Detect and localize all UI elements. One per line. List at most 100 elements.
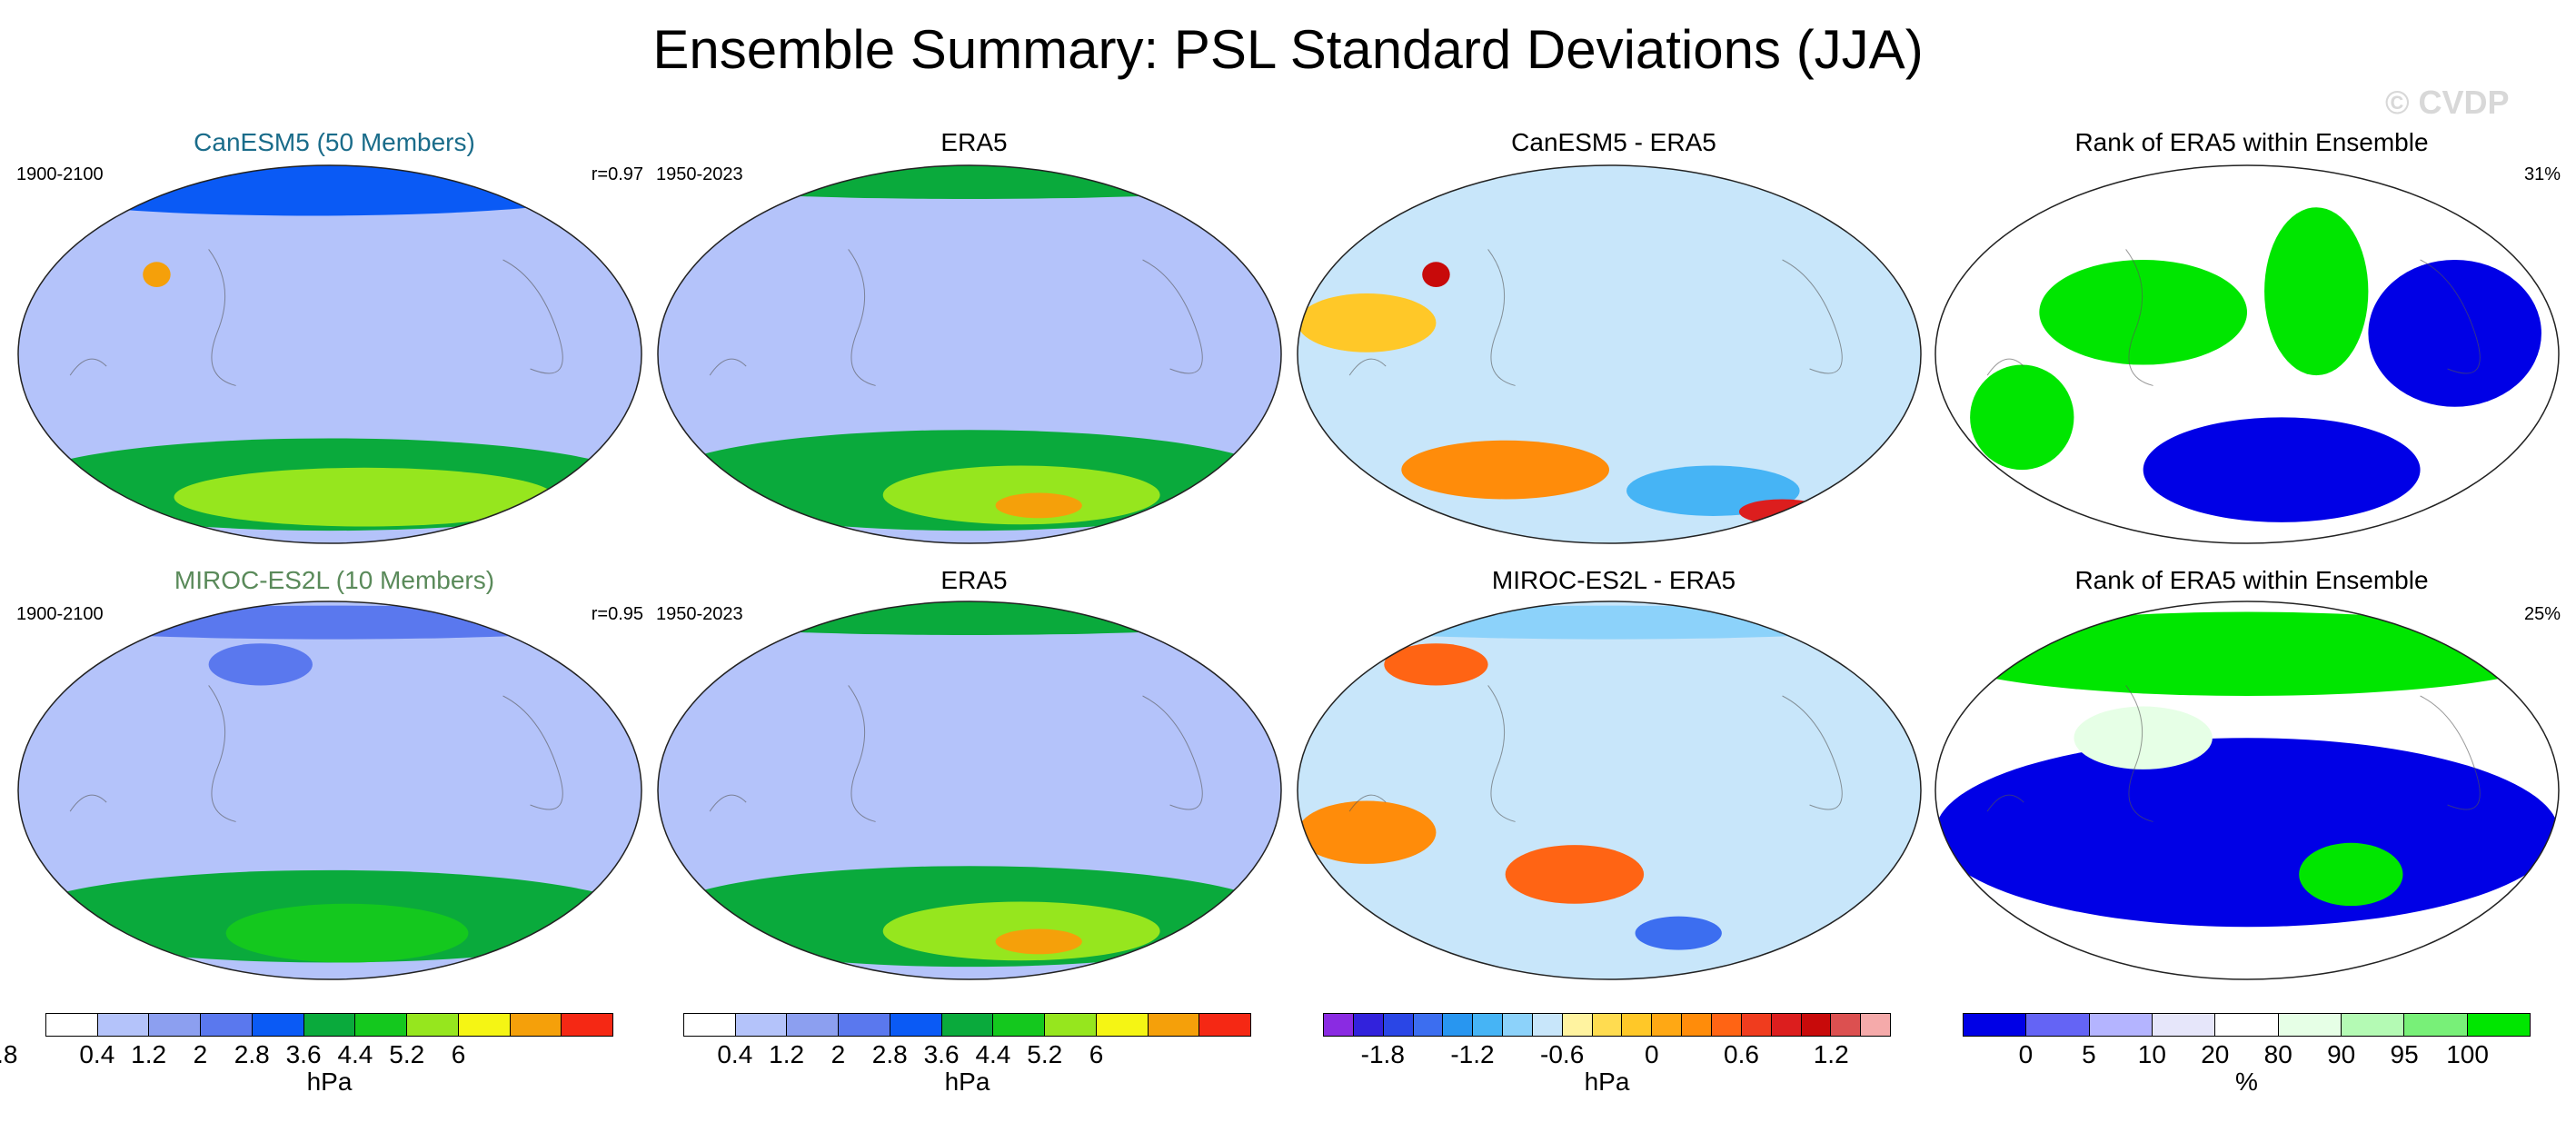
- colorbar-swatch: [1562, 1014, 1593, 1036]
- colorbar-swatch: [458, 1014, 511, 1036]
- pattern-correlation-label: r=0.97: [591, 164, 643, 184]
- field-contour: [2264, 207, 2369, 376]
- map-border: [657, 164, 1282, 544]
- colorbar-tick-label: 5.2: [1027, 1040, 1063, 1068]
- colorbar-tick-label: 0: [1645, 1040, 1659, 1068]
- colorbar-unit: hPa: [306, 1067, 353, 1096]
- coastline: [208, 685, 236, 822]
- colorbar: [1963, 1013, 2531, 1037]
- robinson-map: [1934, 164, 2560, 544]
- colorbar-tick-label: -0.6: [1540, 1040, 1585, 1068]
- map-border: [17, 164, 642, 544]
- field-contour: [1422, 262, 1450, 288]
- field-contour: [18, 605, 642, 640]
- coastline: [1487, 685, 1516, 822]
- colorbar-tick-label: 3.6: [285, 1040, 322, 1068]
- coastline: [69, 358, 107, 376]
- robinson-map: [1297, 601, 1922, 980]
- colorbar-swatch: [2404, 1014, 2468, 1036]
- colorbar-swatch: [2341, 1014, 2405, 1036]
- colorbar-swatch: [1622, 1014, 1653, 1036]
- colorbar-tick-label: 5: [2082, 1040, 2096, 1068]
- colorbar-swatch: [2467, 1014, 2530, 1036]
- coastline: [848, 249, 876, 386]
- coastline: [502, 259, 563, 374]
- field-layer: [1298, 601, 1921, 979]
- period-label: 1900-2100: [16, 604, 104, 624]
- colorbar-tick-label: 10: [2137, 1040, 2166, 1068]
- coastline: [709, 358, 747, 376]
- panel-title: CanESM5 (50 Members): [194, 128, 475, 156]
- colorbar-tick-label: -1.8: [1360, 1040, 1405, 1068]
- pattern-correlation-label: 31%: [2523, 164, 2561, 184]
- panel-title: MIROC-ES2L - ERA5: [1491, 566, 1736, 594]
- colorbar-tick-label: 1.8: [0, 1040, 18, 1068]
- coastline: [1348, 358, 1387, 376]
- colorbar-tick-label: 100: [2446, 1040, 2489, 1068]
- field-layer: [1298, 165, 1921, 543]
- colorbar-tick-label: 20: [2201, 1040, 2230, 1068]
- field-contour: [2368, 260, 2541, 407]
- colorbar-swatch: [1771, 1014, 1802, 1036]
- colorbar-swatch: [684, 1014, 736, 1036]
- field-layer: [1935, 601, 2559, 979]
- map-border: [1934, 164, 2560, 544]
- colorbar-swatch: [1964, 1014, 2027, 1036]
- period-label: 1950-2023: [656, 164, 743, 184]
- colorbar-swatch: [2278, 1014, 2342, 1036]
- coastline: [1986, 358, 2024, 376]
- colorbar-tick-label: 0.4: [717, 1040, 753, 1068]
- colorbar-swatch: [2089, 1014, 2153, 1036]
- colorbar-swatch: [355, 1014, 408, 1036]
- field-contour: [1298, 605, 1921, 640]
- map-border: [1297, 164, 1922, 544]
- colorbar-tick-label: 1.2: [769, 1040, 805, 1068]
- robinson-map: [1934, 601, 2560, 980]
- colorbar-swatch: [1413, 1014, 1444, 1036]
- colorbar-swatch: [787, 1014, 840, 1036]
- robinson-map: [657, 601, 1282, 980]
- field-contour: [143, 262, 171, 288]
- field-contour: [658, 165, 1281, 199]
- coastline: [1986, 794, 2024, 812]
- colorbar-swatch: [46, 1014, 98, 1036]
- pattern-correlation-label: 25%: [2523, 604, 2561, 624]
- field-layer: [18, 601, 642, 979]
- colorbar-tick-label: 0.4: [79, 1040, 115, 1068]
- panel-title: Rank of ERA5 within Ensemble: [2074, 128, 2429, 156]
- colorbar-swatch: [1652, 1014, 1683, 1036]
- colorbar-tick-label: 1.2: [1813, 1040, 1849, 1068]
- colorbar-unit: %: [2235, 1067, 2258, 1096]
- colorbar-swatch: [1443, 1014, 1474, 1036]
- colorbar-swatch: [1861, 1014, 1891, 1036]
- colorbar-swatch: [1473, 1014, 1504, 1036]
- map-border: [657, 601, 1282, 980]
- colorbar-swatch: [1148, 1014, 1200, 1036]
- field-contour: [995, 492, 1082, 519]
- colorbar-swatch: [735, 1014, 788, 1036]
- colorbar-tick-label: 4.4: [975, 1040, 1011, 1068]
- field-contour: [1401, 440, 1609, 500]
- robinson-map: [1297, 164, 1922, 544]
- colorbar-tick-label: 0: [2018, 1040, 2034, 1068]
- period-label: 1900-2100: [16, 164, 104, 184]
- colorbar-swatch: [1096, 1014, 1149, 1036]
- colorbar-tick-label: 3.6: [923, 1040, 960, 1068]
- coastline: [69, 794, 107, 812]
- coastline: [208, 249, 236, 386]
- colorbar-tick-label: 80: [2263, 1040, 2293, 1068]
- colorbar: [1323, 1013, 1891, 1037]
- colorbar-unit: hPa: [1584, 1067, 1630, 1096]
- map-border: [17, 601, 642, 980]
- panel-title: CanESM5 - ERA5: [1511, 128, 1716, 156]
- colorbar-swatch: [2026, 1014, 2090, 1036]
- panel-title: Rank of ERA5 within Ensemble: [2074, 566, 2429, 594]
- colorbar-tick-label: 2: [193, 1040, 208, 1068]
- field-contour: [1935, 611, 2559, 696]
- field-contour: [1298, 800, 1437, 864]
- panel-title: MIROC-ES2L (10 Members): [174, 566, 495, 594]
- colorbar-tick-label: 2.8: [234, 1040, 270, 1068]
- coastline: [1142, 259, 1203, 374]
- field-contour: [2299, 842, 2403, 907]
- colorbar-swatch: [1383, 1014, 1414, 1036]
